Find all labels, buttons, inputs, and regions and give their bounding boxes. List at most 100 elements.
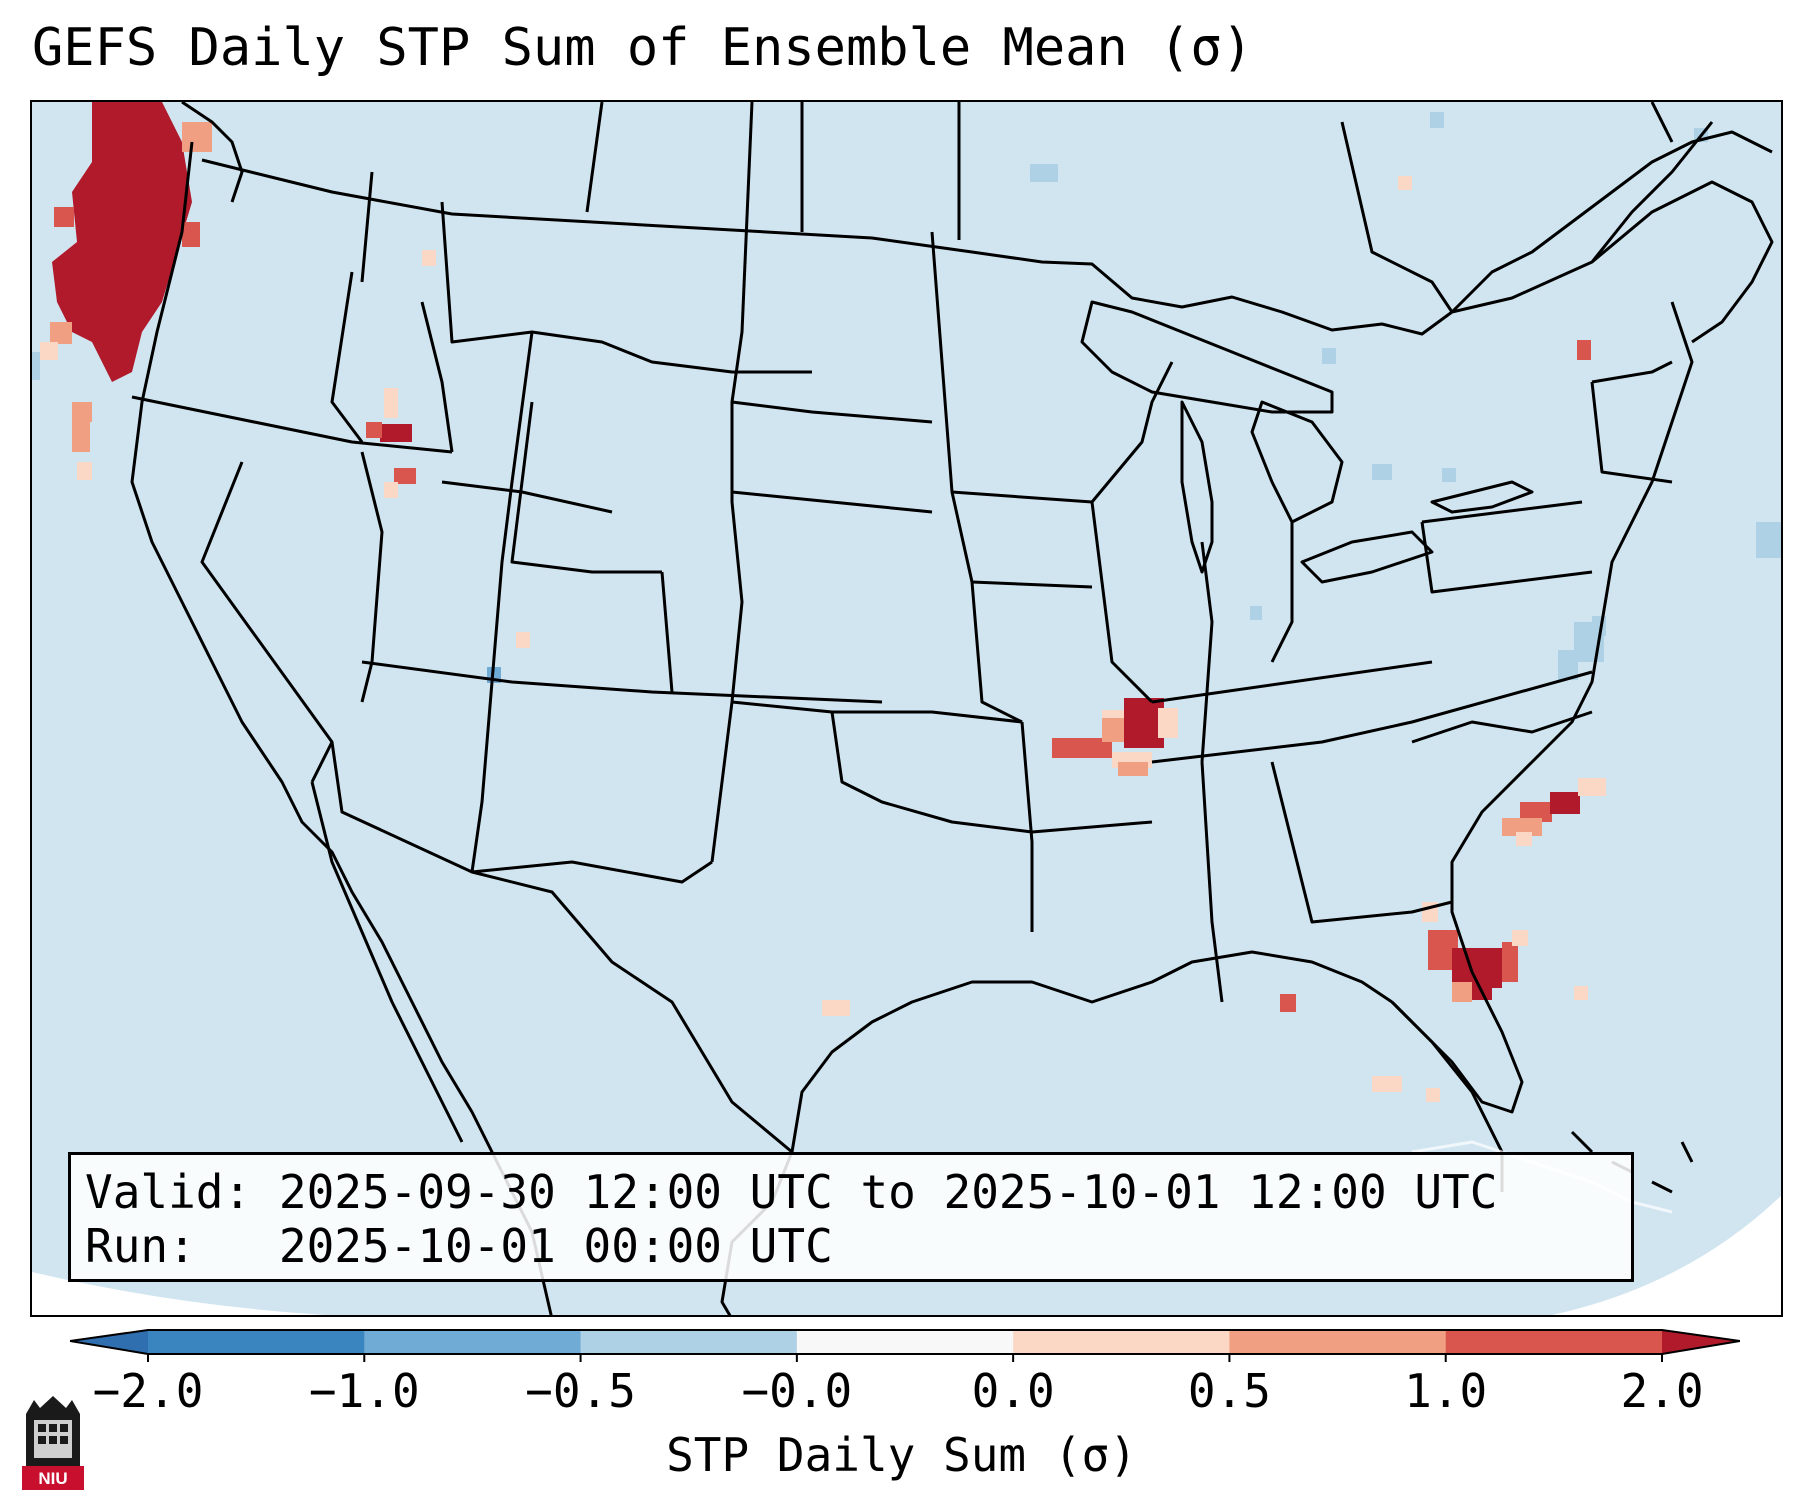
anomaly-cell bbox=[1030, 164, 1058, 182]
colorbar-tick-label: 0.5 bbox=[1187, 1364, 1271, 1418]
colorbar-extend-high bbox=[1662, 1330, 1740, 1354]
state-line bbox=[420, 301, 454, 453]
anomaly-cell bbox=[72, 402, 92, 422]
anomaly-cell bbox=[1250, 606, 1262, 620]
state-line bbox=[1270, 522, 1294, 663]
university-tower-icon: NIU bbox=[22, 1396, 84, 1490]
state-line bbox=[660, 571, 674, 693]
anomaly-cell bbox=[384, 388, 398, 418]
state-line bbox=[200, 461, 334, 783]
colorbar-bin bbox=[1013, 1330, 1230, 1354]
colorbar-bin bbox=[364, 1330, 582, 1354]
colorbar bbox=[70, 1329, 1740, 1362]
state-line bbox=[1270, 761, 1453, 924]
anomaly-cell bbox=[380, 424, 412, 442]
anomaly-cell bbox=[822, 1000, 850, 1016]
anomaly-cell bbox=[1502, 818, 1542, 836]
state-line bbox=[710, 701, 734, 863]
colorbar-tick-label: −2.0 bbox=[92, 1364, 204, 1418]
anomaly-cell bbox=[366, 422, 382, 438]
run-label: Run: bbox=[85, 1219, 196, 1273]
map-outlines bbox=[130, 102, 1774, 1315]
mexico-border bbox=[471, 870, 793, 1154]
lake-ontario bbox=[1430, 480, 1534, 514]
anomaly-cell bbox=[1052, 738, 1112, 758]
anomaly-cell bbox=[1158, 708, 1178, 738]
state-line bbox=[971, 580, 1093, 589]
state-line bbox=[1151, 670, 1593, 764]
colorbar-bin bbox=[1445, 1330, 1663, 1354]
anomaly-cell bbox=[1550, 792, 1580, 814]
anomaly-cell bbox=[422, 250, 436, 266]
anomaly-cell bbox=[1442, 468, 1456, 482]
state-line bbox=[1090, 501, 1154, 704]
state-line bbox=[731, 700, 1023, 724]
state-line bbox=[1421, 500, 1583, 524]
anomaly-cell bbox=[182, 122, 212, 152]
state-line bbox=[730, 102, 754, 703]
valid-label: Valid: bbox=[85, 1165, 252, 1219]
vancouver-island bbox=[181, 102, 244, 203]
colorbar-tick-label: −0.0 bbox=[741, 1364, 853, 1418]
anomaly-cell bbox=[40, 342, 58, 360]
state-line bbox=[930, 231, 1023, 724]
colorbar-bin bbox=[796, 1330, 1014, 1354]
valid-run-info-box: Valid: 2025-09-30 12:00 UTC to 2025-10-0… bbox=[68, 1152, 1634, 1282]
lake-superior bbox=[1080, 300, 1334, 414]
anomaly-cell bbox=[32, 352, 40, 380]
map-panel bbox=[30, 100, 1783, 1317]
state-line bbox=[951, 490, 1093, 504]
logo-text: NIU bbox=[38, 1469, 67, 1488]
atlantic-coast bbox=[1390, 301, 1694, 1114]
state-line bbox=[330, 271, 364, 443]
anomaly-cell bbox=[1426, 1088, 1440, 1102]
valid-value: 2025-09-30 12:00 UTC to 2025-10-01 12:00… bbox=[278, 1165, 1498, 1219]
state-line bbox=[470, 681, 494, 873]
field-white-corner-se bbox=[1551, 1195, 1781, 1315]
colorbar-tick-label: 2.0 bbox=[1620, 1364, 1704, 1418]
state-line bbox=[131, 395, 453, 454]
anomaly-cell bbox=[72, 422, 90, 452]
colorbar-tick-label: −1.0 bbox=[308, 1364, 420, 1418]
state-line bbox=[1031, 820, 1153, 834]
anomaly-cell bbox=[1578, 778, 1606, 796]
state-line bbox=[1090, 361, 1174, 503]
colorbar-extend-low bbox=[70, 1330, 148, 1354]
anomaly-cell bbox=[384, 482, 398, 498]
colorbar-bin bbox=[1229, 1330, 1447, 1354]
map-canvas bbox=[32, 102, 1781, 1315]
colorbar-tick-label: 0.0 bbox=[971, 1364, 1055, 1418]
province-line bbox=[1340, 121, 1454, 313]
colorbar-tick-marks bbox=[147, 1354, 1663, 1362]
colorbar-bins bbox=[148, 1330, 1663, 1354]
state-line bbox=[1411, 710, 1593, 744]
field-background bbox=[32, 102, 1781, 1315]
maritimes-coast bbox=[1591, 180, 1774, 344]
canada-border bbox=[201, 121, 1714, 336]
baja-coast bbox=[310, 781, 464, 1143]
state-line bbox=[830, 711, 1033, 834]
anomaly-cell bbox=[1452, 982, 1472, 1002]
state-line bbox=[361, 660, 883, 704]
anomaly-cells bbox=[32, 102, 1781, 1102]
state-line bbox=[1200, 761, 1224, 1003]
quebec-shore bbox=[1450, 130, 1773, 314]
state-line bbox=[1591, 360, 1673, 384]
colorbar-label: STP Daily Sum (σ) bbox=[666, 1428, 1137, 1482]
colorbar-bin bbox=[148, 1330, 365, 1354]
anomaly-cell bbox=[54, 207, 74, 227]
state-line bbox=[490, 331, 534, 683]
anomaly-cell bbox=[1516, 832, 1532, 846]
anomaly-cell bbox=[1398, 176, 1412, 190]
province-line bbox=[360, 171, 374, 283]
anomaly-cell bbox=[1512, 930, 1528, 946]
anomaly-cell bbox=[1574, 986, 1588, 1000]
anomaly-cell bbox=[1372, 464, 1392, 480]
anomaly-cell bbox=[1372, 1076, 1402, 1092]
state-line bbox=[731, 490, 933, 514]
anomaly-cell bbox=[1124, 698, 1164, 748]
anomaly-cell bbox=[1756, 522, 1781, 558]
state-line bbox=[440, 201, 812, 374]
anomaly-cell bbox=[1520, 802, 1552, 822]
anomaly-cell bbox=[1322, 348, 1336, 364]
